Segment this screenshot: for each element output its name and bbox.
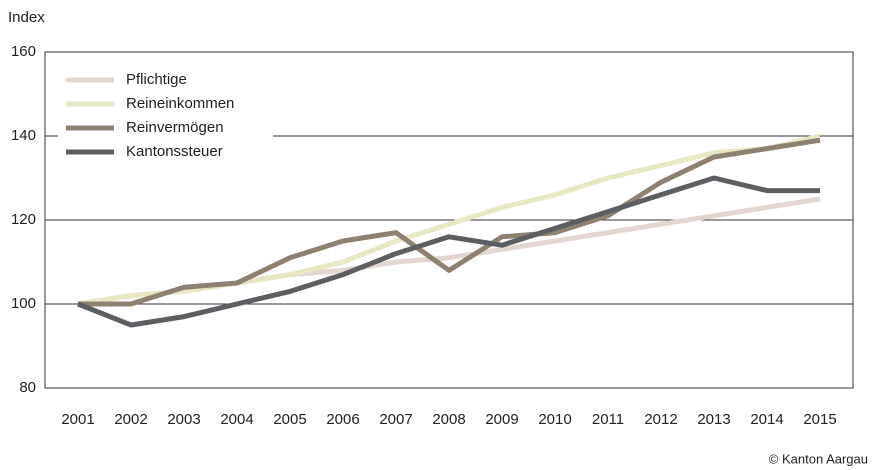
x-tick-label: 2015 xyxy=(803,411,836,428)
legend-label: Reinvermögen xyxy=(126,119,224,136)
x-tick-label: 2010 xyxy=(538,411,571,428)
legend-box xyxy=(58,66,273,174)
line-series xyxy=(77,133,821,307)
x-tick-label: 2005 xyxy=(273,411,306,428)
x-tick-label: 2014 xyxy=(750,411,783,428)
y-tick-label: 100 xyxy=(11,295,36,312)
x-tick-label: 2007 xyxy=(379,411,412,428)
y-tick-label: 120 xyxy=(11,211,36,228)
y-axis-label: Index xyxy=(8,9,45,26)
x-tick-label: 2006 xyxy=(326,411,359,428)
x-tick-label: 2011 xyxy=(592,411,624,428)
y-tick-label: 80 xyxy=(19,379,36,396)
y-tick-label: 140 xyxy=(11,127,36,144)
line-series xyxy=(77,175,820,328)
legend-label: Kantonssteuer xyxy=(126,143,223,160)
line-series xyxy=(78,137,821,307)
x-tick-label: 2003 xyxy=(167,411,200,428)
legend-label: Reineinkommen xyxy=(126,95,234,112)
x-tick-label: 2008 xyxy=(432,411,465,428)
x-tick-label: 2013 xyxy=(697,411,730,428)
x-tick-label: 2001 xyxy=(61,411,94,428)
source: © Kanton Aargau xyxy=(769,451,868,466)
legend-label: Pflichtige xyxy=(126,71,187,88)
plot-frame xyxy=(44,51,854,389)
x-tick-label: 2012 xyxy=(644,411,677,428)
x-tick-label: 2009 xyxy=(485,411,518,428)
x-tick-label: 2002 xyxy=(114,411,147,428)
x-tick-label: 2004 xyxy=(220,411,253,428)
y-tick-label: 160 xyxy=(11,43,36,60)
